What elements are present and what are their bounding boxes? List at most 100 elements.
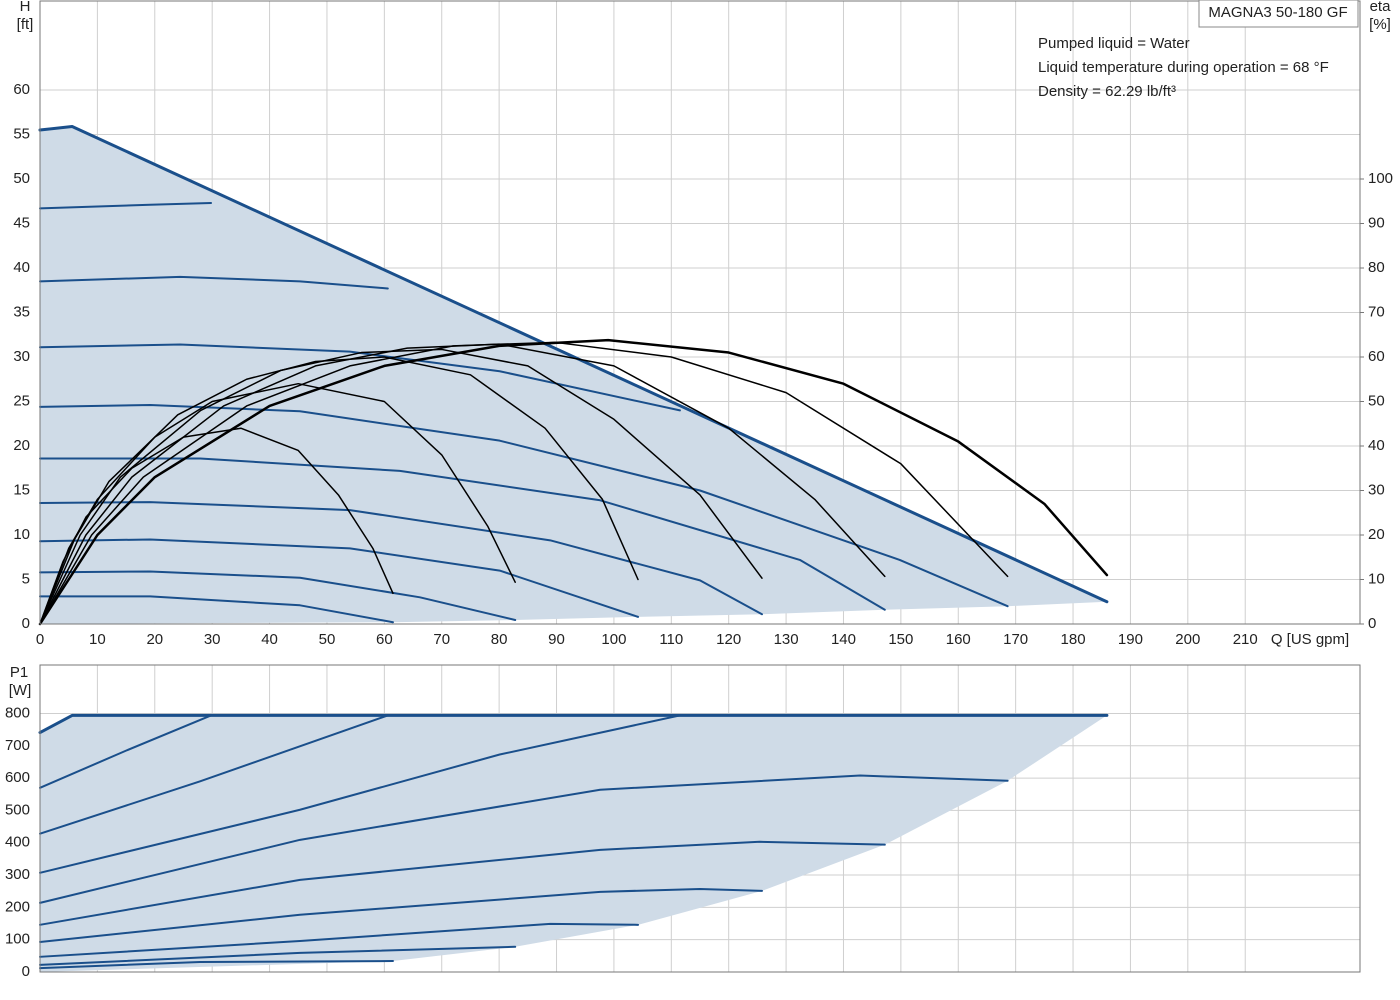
y-tick-label: 700 (5, 737, 30, 754)
y-tick-label: 60 (13, 81, 30, 98)
chart-title: MAGNA3 50-180 GF (1208, 4, 1347, 21)
y2-tick-label: 20 (1368, 526, 1385, 543)
y-axis-title: H (20, 0, 31, 15)
x-tick-label: 150 (888, 631, 913, 648)
frame-layer: 0 100 200 300 400 500 600 700 800 (5, 664, 1361, 980)
x-tick-label: 170 (1003, 631, 1028, 648)
performance-curve (39, 570, 517, 621)
y-tick-label: 500 (5, 801, 30, 818)
performance-curve (39, 960, 394, 970)
title-box (1198, 0, 1359, 28)
x-tick-label: 90 (548, 631, 565, 648)
y-axis-unit: [ft] (17, 16, 34, 33)
y-tick-label: 15 (13, 481, 30, 498)
y2-axis-title: eta (1370, 0, 1392, 15)
x-tick-label: 130 (774, 631, 799, 648)
y-tick-label: 45 (13, 214, 30, 231)
x-axis-title: Q [US gpm] (1271, 631, 1349, 648)
y-axis-unit: [W] (9, 682, 32, 699)
performance-curve (39, 275, 389, 290)
performance-curve (39, 457, 886, 611)
x-tick-label: 100 (601, 631, 626, 648)
plot-frame (39, 664, 1361, 973)
y2-tick-label: 50 (1368, 392, 1385, 409)
y-tick-label: 5 (22, 570, 30, 587)
y-tick-label: 0 (22, 615, 30, 632)
performance-curve (39, 887, 763, 943)
y2-tick-label: 100 (1368, 170, 1393, 187)
lines-layer (38, 713, 1109, 970)
x-tick-label: 80 (491, 631, 508, 648)
y2-tick-label: 30 (1368, 481, 1385, 498)
y-tick-label: 200 (5, 898, 30, 915)
performance-curve (38, 713, 1109, 735)
performance-curve (39, 343, 681, 412)
performance-curve (39, 714, 681, 874)
performance-curve (39, 404, 1009, 608)
x-tick-label: 70 (433, 631, 450, 648)
performance-curve (39, 840, 886, 926)
annotation: Liquid temperature during operation = 68… (1038, 59, 1329, 76)
y-tick-label: 20 (13, 437, 30, 454)
performance-curve (38, 124, 1109, 604)
y-axis-title: P1 (10, 664, 28, 681)
efficiency-curve (39, 427, 394, 625)
y-tick-label: 30 (13, 348, 30, 365)
lines-layer (38, 124, 1109, 626)
x-tick-label: 180 (1061, 631, 1086, 648)
x-tick-label: 50 (319, 631, 336, 648)
y-tick-label: 40 (13, 259, 30, 276)
x-tick-label: 20 (146, 631, 163, 648)
annotation: Pumped liquid = Water (1038, 35, 1190, 52)
y2-tick-label: 40 (1368, 437, 1385, 454)
y2-tick-label: 70 (1368, 303, 1385, 320)
y-tick-label: 55 (13, 125, 30, 142)
performance-curve (39, 714, 213, 789)
y2-tick-label: 60 (1368, 348, 1385, 365)
operating-area (40, 126, 1107, 625)
performance-curve (39, 714, 389, 835)
x-tick-label: 120 (716, 631, 741, 648)
x-tick-label: 210 (1233, 631, 1258, 648)
y-tick-label: 800 (5, 704, 30, 721)
x-tick-label: 10 (89, 631, 106, 648)
x-tick-label: 30 (204, 631, 221, 648)
x-tick-label: 60 (376, 631, 393, 648)
y2-tick-label: 90 (1368, 214, 1385, 231)
x-tick-label: 0 (36, 631, 44, 648)
y-tick-label: 50 (13, 170, 30, 187)
area-layer (40, 126, 1107, 625)
performance-curve (39, 922, 640, 958)
y-tick-label: 600 (5, 769, 30, 786)
area-layer (40, 715, 1107, 972)
x-tick-label: 190 (1118, 631, 1143, 648)
operating-area (40, 715, 1107, 972)
performance-curve (39, 774, 1009, 904)
y-tick-label: 300 (5, 866, 30, 883)
annotation: Density = 62.29 lb/ft³ (1038, 83, 1176, 100)
y-tick-label: 400 (5, 834, 30, 851)
performance-curve (39, 501, 763, 616)
performance-curve (39, 595, 394, 624)
efficiency-curve (39, 356, 639, 625)
performance-curve (39, 202, 213, 210)
y-tick-label: 25 (13, 392, 30, 409)
y-tick-label: 100 (5, 931, 30, 948)
y-tick-label: 35 (13, 303, 30, 320)
y2-tick-label: 0 (1368, 615, 1376, 632)
x-tick-label: 140 (831, 631, 856, 648)
x-tick-label: 200 (1175, 631, 1200, 648)
efficiency-curve (39, 348, 763, 625)
frame-layer: 0 10 20 30 40 50 60 70 80 90 100 110 120 130 140 150 160… (13, 0, 1393, 648)
efficiency-curve (39, 343, 886, 625)
y-tick-label: 10 (13, 526, 30, 543)
y2-tick-label: 80 (1368, 259, 1385, 276)
performance-curve (39, 945, 517, 966)
y2-tick-label: 10 (1368, 570, 1385, 587)
x-tick-label: 40 (261, 631, 278, 648)
y-tick-label: 0 (22, 963, 30, 980)
x-tick-label: 160 (946, 631, 971, 648)
x-tick-label: 110 (659, 631, 683, 648)
